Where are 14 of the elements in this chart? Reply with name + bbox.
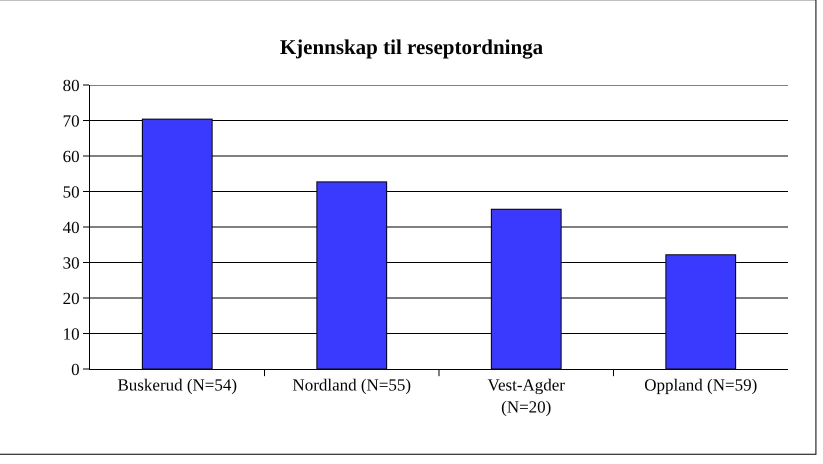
y-tick-label: 70 <box>62 111 80 130</box>
y-tick-label: 40 <box>62 218 80 237</box>
y-tick-label: 20 <box>62 288 80 308</box>
x-tick-label: Buskerud (N=54) <box>117 375 238 394</box>
y-tick-label: 50 <box>62 182 80 202</box>
y-tick-label: 0 <box>71 360 80 379</box>
chart-title: Kjennskap til reseptordninga <box>280 34 544 59</box>
x-tick-label: Oppland (N=59) <box>644 375 758 394</box>
y-tick-label: 30 <box>62 253 80 272</box>
x-tick-label: Vest-Agder (N=20) <box>488 375 566 416</box>
x-tick-label: Nordland (N=55) <box>292 375 412 394</box>
y-tick-label: 80 <box>62 76 80 95</box>
y-tick-label: 60 <box>62 146 80 166</box>
y-tick-label: 10 <box>62 324 80 344</box>
